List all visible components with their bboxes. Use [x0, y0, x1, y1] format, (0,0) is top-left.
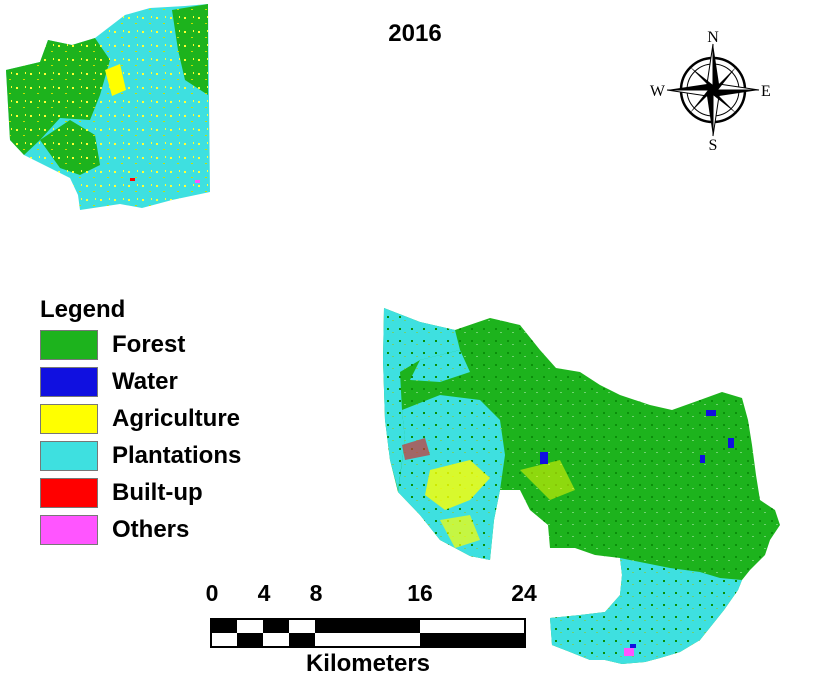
north-arrow: N S E W	[650, 29, 771, 154]
region-north-west	[6, 4, 210, 210]
scale-tick-24: 24	[511, 580, 537, 606]
scale-tick-4: 4	[257, 580, 271, 606]
legend-label-plantations: Plantations	[112, 441, 242, 469]
legend-label-agriculture: Agriculture	[112, 404, 241, 432]
legend-swatch-agriculture	[40, 403, 98, 434]
legend-item-agriculture: Agriculture	[40, 400, 300, 437]
map-title: 2016	[388, 20, 442, 47]
scale-bar-graphic	[210, 618, 526, 648]
legend-swatch-water	[40, 366, 98, 397]
legend-swatch-others	[40, 514, 98, 545]
scale-tick-16: 16	[407, 580, 433, 606]
scale-bar: 0 4 8 16 24 Kilometers	[200, 580, 550, 680]
legend-swatch-plantations	[40, 440, 98, 471]
legend-swatch-built-up	[40, 477, 98, 508]
scale-units-label: Kilometers	[305, 650, 431, 677]
scale-tick-0: 0	[205, 580, 219, 606]
legend-swatch-forest	[40, 329, 98, 360]
compass-south-label: S	[709, 137, 718, 154]
legend-item-forest: Forest	[40, 326, 300, 363]
compass-north-label: N	[707, 29, 719, 46]
legend-label-water: Water	[112, 367, 178, 395]
region-south-east	[383, 308, 780, 664]
legend-item-water: Water	[40, 363, 300, 400]
legend-item-plantations: Plantations	[40, 437, 300, 474]
legend-label-forest: Forest	[112, 330, 186, 358]
compass-east-label: E	[761, 83, 771, 100]
legend-title: Legend	[40, 296, 126, 323]
scale-tick-8: 8	[309, 580, 323, 606]
legend-label-others: Others	[112, 515, 190, 543]
compass-west-label: W	[650, 83, 666, 100]
legend-item-others: Others	[40, 511, 300, 548]
legend-label-built-up: Built-up	[112, 478, 203, 506]
legend: Legend Forest Water Agriculture Plantati…	[40, 296, 300, 548]
legend-item-built-up: Built-up	[40, 474, 300, 511]
